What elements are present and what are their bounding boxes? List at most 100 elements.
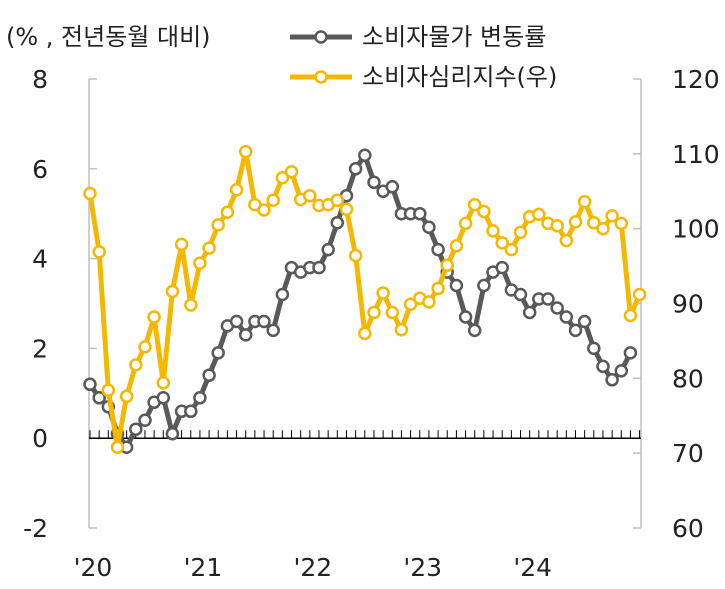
data-point-cpi (559, 310, 574, 324)
data-point-csi (220, 205, 235, 219)
data-point-cpi (202, 368, 216, 383)
data-point-cpi (211, 346, 225, 360)
data-point-cpi (422, 220, 436, 234)
data-point-cpi (413, 206, 427, 221)
data-point-cpi (605, 373, 619, 387)
series-csi (83, 144, 647, 454)
data-point-csi (495, 236, 509, 250)
data-point-csi (119, 389, 134, 404)
data-point-csi (165, 284, 180, 299)
data-point-cpi (358, 148, 372, 163)
data-point-cpi (238, 328, 253, 342)
data-point-cpi (467, 323, 482, 338)
y-right-tick-label: 100 (672, 215, 720, 244)
data-point-csi (477, 204, 491, 219)
data-point-csi (504, 242, 519, 257)
y-left-tick-label: 0 (32, 424, 48, 453)
data-point-cpi (275, 287, 290, 302)
data-point-csi (156, 376, 171, 390)
data-point-cpi (312, 260, 326, 275)
data-point-cpi (513, 287, 528, 302)
data-point-csi (339, 202, 354, 216)
data-point-cpi (184, 404, 198, 419)
data-point-csi (110, 440, 125, 454)
data-point-cpi (348, 162, 363, 176)
data-point-cpi (431, 242, 445, 257)
data-point-csi (138, 340, 152, 354)
legend-marker-cpi (314, 30, 328, 44)
data-point-cpi (458, 310, 473, 324)
data-point-cpi (623, 346, 638, 360)
data-point-cpi (522, 305, 537, 320)
data-point-csi (238, 144, 253, 159)
legend-marker-csi (314, 70, 328, 84)
series-layer (83, 144, 647, 454)
axes: 8 6 4 2 0 -2 120 110 100 90 80 70 60 (23, 65, 720, 543)
data-point-csi (174, 237, 189, 252)
y-left-tick-label: 8 (32, 65, 48, 94)
data-point-csi (348, 248, 363, 263)
data-point-cpi (330, 215, 345, 230)
data-point-cpi (541, 292, 555, 306)
data-point-csi (532, 207, 546, 222)
legend: 소비자물가 변동률 소비자심리지수(우) (290, 23, 557, 91)
data-point-cpi (367, 175, 381, 190)
data-point-csi (211, 218, 225, 232)
y-right-tick-label: 120 (672, 65, 720, 94)
data-point-cpi (193, 391, 207, 405)
data-point-cpi (156, 391, 171, 405)
data-point-cpi (477, 278, 491, 293)
data-point-cpi (321, 242, 335, 257)
data-point-csi (367, 305, 381, 320)
data-point-csi (587, 215, 601, 230)
data-point-cpi (257, 314, 271, 329)
data-point-csi (403, 297, 418, 311)
data-point-cpi (614, 364, 629, 378)
x-axis-ticks: '20 '21 '22 '23 '24 (74, 430, 641, 582)
data-point-cpi (587, 341, 601, 356)
data-point-csi (83, 186, 97, 201)
data-point-csi (101, 383, 116, 398)
data-point-csi (614, 216, 629, 231)
data-point-csi (440, 258, 454, 273)
y-left-tick-label: -2 (23, 514, 48, 543)
data-point-csi (596, 221, 610, 236)
data-point-csi (184, 298, 198, 312)
x-tick-label: '20 (74, 553, 113, 582)
y-left-tick-label: 4 (32, 245, 48, 274)
data-point-csi (303, 188, 317, 203)
data-point-csi (129, 358, 143, 372)
data-point-cpi (568, 323, 583, 338)
x-tick-label: '23 (403, 553, 442, 582)
y-left-tick-label: 2 (32, 334, 48, 363)
data-point-cpi (92, 391, 106, 405)
data-point-csi (257, 203, 271, 217)
x-tick-label: '22 (293, 553, 332, 582)
data-point-csi (559, 233, 574, 248)
data-point-cpi (266, 323, 280, 338)
data-point-cpi (596, 359, 610, 374)
data-point-cpi (449, 278, 464, 293)
y-right-tick-label: 90 (672, 290, 704, 319)
y-right-tick-label: 110 (672, 140, 720, 169)
data-point-csi (275, 171, 290, 185)
data-point-csi (449, 239, 464, 253)
y-unit-label: (% , 전년동월 대비) (6, 23, 211, 51)
data-point-csi (376, 286, 390, 300)
data-point-cpi (495, 260, 509, 275)
y-right-tick-label: 80 (672, 364, 704, 393)
data-point-cpi (550, 301, 564, 315)
data-point-csi (229, 183, 244, 197)
x-tick-label: '24 (513, 553, 552, 582)
data-point-csi (568, 215, 583, 229)
data-point-cpi (129, 422, 143, 436)
legend-label-csi: 소비자심리지수(우) (362, 63, 557, 91)
data-point-csi (623, 308, 638, 323)
data-point-csi (486, 224, 500, 238)
data-point-csi (202, 241, 216, 255)
data-point-csi (330, 193, 345, 207)
data-point-cpi (577, 314, 592, 329)
data-point-csi (458, 216, 473, 231)
data-point-cpi (385, 180, 400, 194)
y-right-tick-label: 60 (672, 514, 704, 543)
